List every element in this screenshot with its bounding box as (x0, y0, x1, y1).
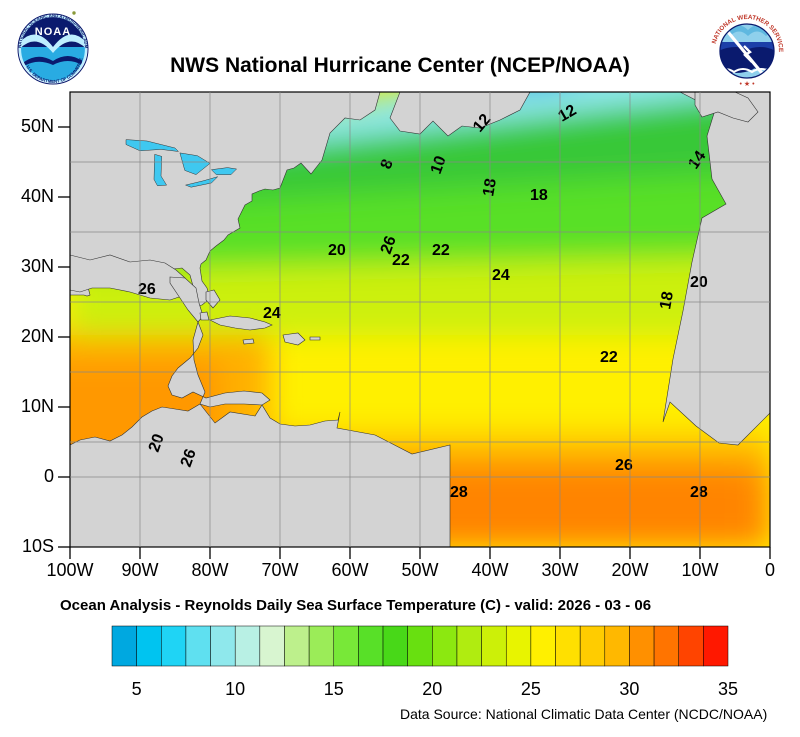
svg-text:25: 25 (521, 679, 541, 699)
svg-text:35: 35 (718, 679, 738, 699)
svg-text:10: 10 (225, 679, 245, 699)
svg-text:15: 15 (324, 679, 344, 699)
svg-text:5: 5 (132, 679, 142, 699)
svg-text:30: 30 (619, 679, 639, 699)
svg-text:20: 20 (422, 679, 442, 699)
